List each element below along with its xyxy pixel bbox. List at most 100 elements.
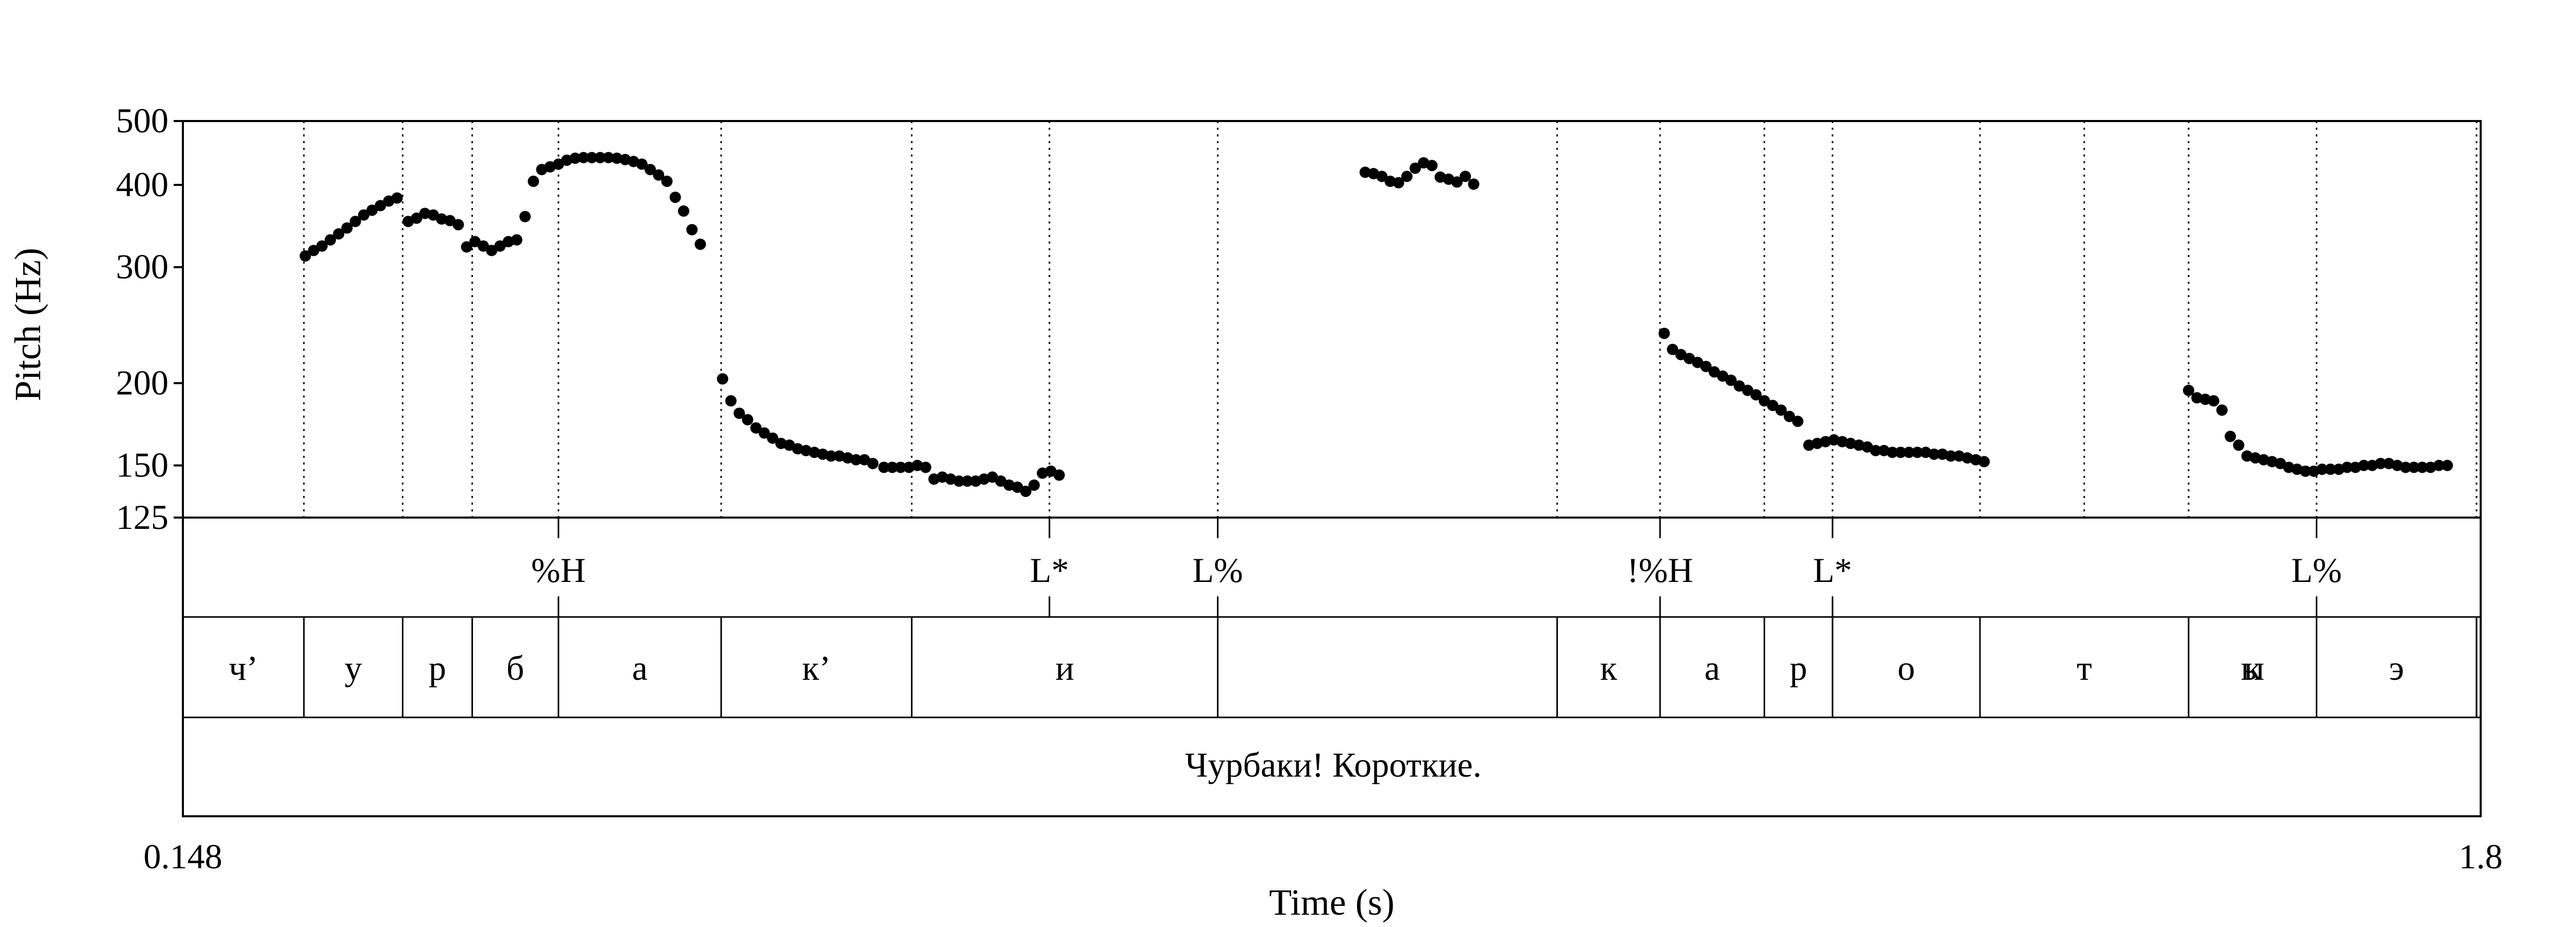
pitch-point: [742, 414, 754, 425]
pitch-point: [1460, 170, 1471, 182]
segment-label: к: [2244, 648, 2262, 688]
y-tick-label: 200: [116, 363, 168, 402]
pitch-point: [1784, 410, 1795, 422]
pitch-point: [578, 152, 589, 164]
pitch-point: [2358, 459, 2370, 471]
pitch-point: [2416, 461, 2428, 473]
pitch-point: [825, 450, 837, 462]
pitch-point: [1775, 404, 1787, 416]
segment-label: э: [2389, 648, 2404, 688]
pitch-point: [1658, 328, 1670, 339]
pitch-point: [653, 169, 665, 181]
pitch-point: [1409, 162, 1421, 174]
segment-label: т: [2077, 648, 2092, 688]
pitch-point: [478, 240, 489, 252]
pitch-point: [1887, 447, 1899, 458]
tone-label: !%H: [1627, 551, 1693, 590]
pitch-point: [1717, 370, 1728, 382]
pitch-point: [2183, 385, 2195, 397]
tone-tier: %H L* L% !%H L* L%: [531, 518, 2342, 617]
pitch-point: [1870, 444, 1882, 456]
pitch-point: [494, 240, 506, 252]
pitch-point: [528, 176, 539, 187]
tone-label: L*: [1813, 551, 1852, 590]
pitch-point: [1451, 176, 1463, 188]
pitch-point: [1359, 166, 1371, 178]
pitch-point: [316, 240, 328, 252]
pitch-point: [867, 458, 879, 470]
pitch-point: [519, 211, 531, 222]
pitch-point: [1384, 176, 1396, 187]
pitch-point: [1667, 344, 1679, 355]
y-tick-label: 400: [116, 165, 168, 204]
pitch-point: [1426, 160, 1438, 171]
pitch-point: [961, 475, 973, 487]
tone-label: L*: [1030, 551, 1069, 590]
pitch-point: [2316, 464, 2328, 475]
pitch-point: [2225, 431, 2236, 442]
pitch-point: [1750, 389, 1762, 401]
pitch-point: [461, 241, 472, 253]
pitch-frame: [182, 120, 2482, 519]
pitch-point: [1928, 448, 1940, 460]
y-tick-label: 500: [116, 101, 168, 140]
pitch-point: [511, 234, 522, 246]
pitch-point: [1053, 469, 1065, 481]
segment-label: р: [1790, 648, 1807, 688]
pitch-point: [725, 395, 737, 407]
segment-label: у: [345, 648, 362, 688]
segment-label: о: [1897, 648, 1915, 688]
pitch-point: [1393, 177, 1404, 188]
segment-label: а: [632, 648, 648, 688]
pitch-point: [341, 222, 353, 234]
segment-label: к’: [802, 648, 831, 688]
pitch-point: [2400, 461, 2412, 473]
pitch-point: [2216, 404, 2228, 416]
pitch-point: [469, 236, 481, 248]
x-tick-start: 0.148: [144, 837, 223, 876]
pitch-point: [2299, 465, 2311, 477]
pitch-point: [452, 219, 464, 231]
pitch-point: [645, 164, 656, 176]
tone-label: L%: [1193, 551, 1243, 590]
pitch-point: [1978, 456, 1990, 468]
segment-label: р: [429, 648, 446, 688]
pitch-point: [1708, 366, 1720, 378]
pitch-point: [677, 205, 689, 217]
pitch-point: [1895, 447, 1907, 458]
pitch-point: [366, 204, 378, 216]
pitch-point: [603, 152, 615, 164]
segment-label: ч’: [229, 648, 258, 688]
plot-frame: [182, 120, 2482, 817]
pitch-point: [686, 224, 698, 235]
y-tick-label: 300: [116, 247, 168, 286]
segment-label: и: [1055, 648, 1074, 688]
pitch-point: [2341, 461, 2353, 473]
pitch-point: [1028, 479, 1040, 491]
segment-label: б: [506, 648, 524, 688]
pitch-point: [1767, 400, 1778, 411]
pitch-point: [733, 407, 745, 419]
pitch-point: [661, 176, 673, 187]
pitch-point: [920, 461, 931, 473]
sentence-tier: Чурбаки! Короткие.: [1185, 745, 1481, 784]
pitch-point: [1376, 170, 1388, 182]
pitch-point: [486, 245, 498, 256]
segment-label: к: [1600, 648, 1618, 688]
pitch-point: [2375, 458, 2386, 470]
segment-label: ы: [2241, 648, 2264, 688]
pitch-point: [349, 215, 361, 227]
pitch-point: [1401, 170, 1413, 182]
pitch-point: [878, 461, 890, 473]
pitch-point: [611, 152, 623, 164]
pitch-point: [717, 373, 728, 385]
pitch-point: [1742, 385, 1754, 397]
pitch-point: [325, 234, 336, 246]
pitch-point: [333, 228, 345, 240]
pitch-point: [1734, 380, 1745, 392]
pitch-points: [299, 152, 2453, 497]
x-tick-end: 1.8: [2459, 837, 2503, 876]
pitch-point: [694, 238, 706, 250]
pitch-point: [1911, 447, 1923, 458]
pitch-point: [569, 152, 581, 164]
